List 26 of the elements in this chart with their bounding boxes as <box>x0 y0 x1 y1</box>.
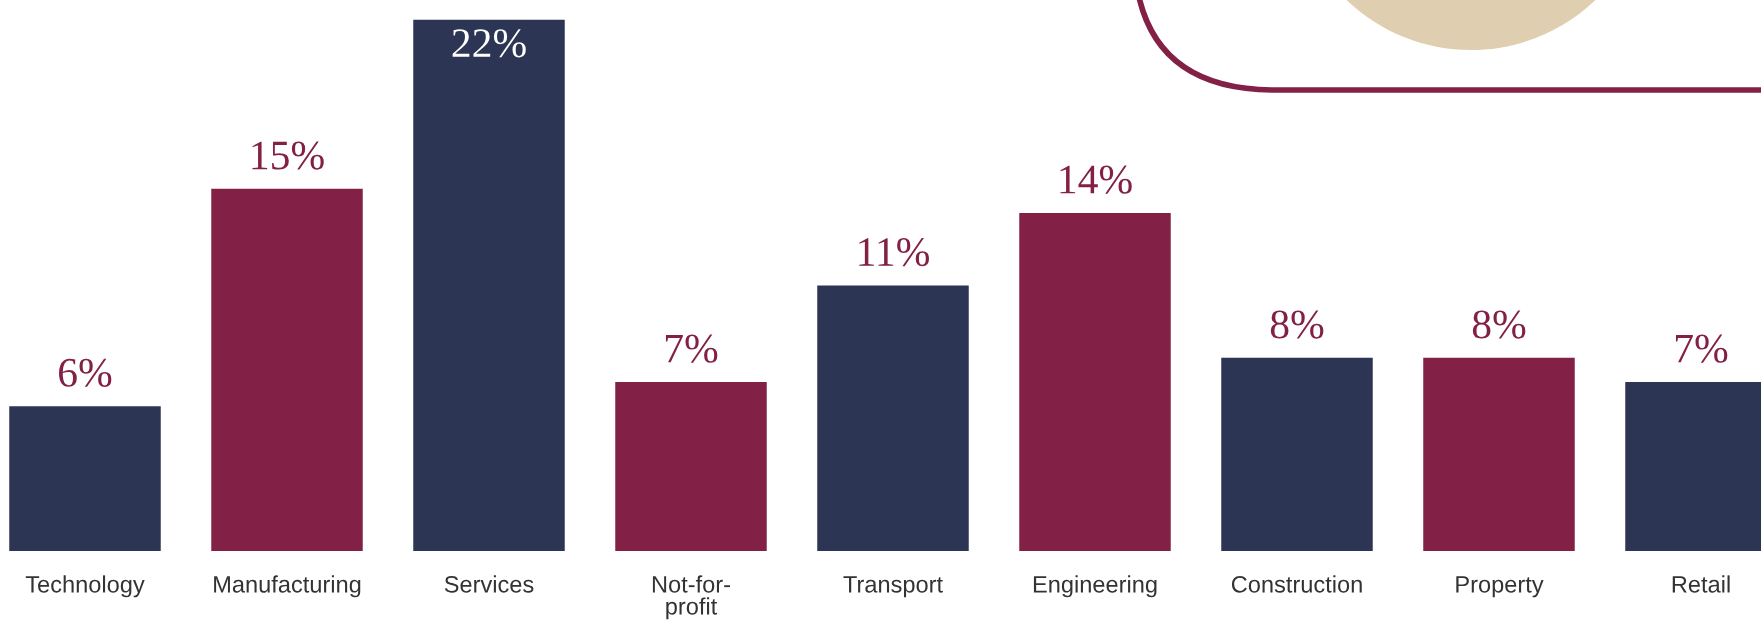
bar <box>1423 357 1575 551</box>
x-tick-label: Construction <box>1231 575 1362 593</box>
x-tick-label: Manufacturing <box>214 575 361 598</box>
data-label: 14% <box>1060 165 1132 194</box>
bar <box>1221 357 1373 551</box>
x-tick-label: Transport <box>843 576 943 598</box>
data-label: 7% <box>665 334 718 363</box>
bar <box>817 285 969 551</box>
x-tick-label: Services <box>444 575 534 593</box>
bar <box>9 406 161 551</box>
x-tick-label: Retail <box>1672 575 1730 593</box>
data-label: 8% <box>1270 310 1324 339</box>
bar <box>413 19 565 551</box>
x-tick-label: Property <box>1456 576 1544 598</box>
data-label: 11% <box>859 238 929 267</box>
data-label: 15% <box>252 141 324 170</box>
bar <box>615 381 767 551</box>
x-tick-label: Not-for-profit <box>652 575 730 620</box>
x-tick-label: Engineering <box>1033 575 1157 598</box>
data-label: 22% <box>452 29 526 58</box>
data-label: 8% <box>1472 310 1526 339</box>
bar <box>211 188 363 551</box>
x-tick-label: Technology <box>25 575 145 598</box>
data-label: 7% <box>1675 334 1728 363</box>
bar <box>1019 212 1171 551</box>
data-label: 6% <box>59 358 112 387</box>
